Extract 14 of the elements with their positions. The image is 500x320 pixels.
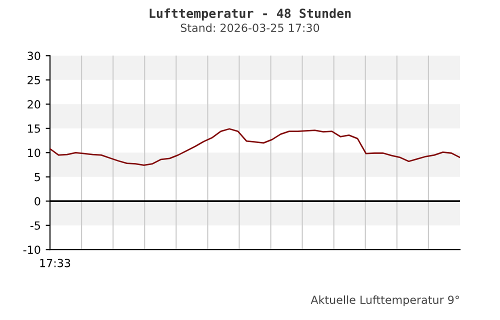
chart-subtitle: Stand: 2026-03-25 17:30: [180, 23, 320, 32]
text: Aktuelle Lufttemperatur 9°: [310, 295, 459, 306]
y-tick-label: 25: [28, 76, 40, 84]
chart-title: Lufttemperatur - 48 Stunden: [150, 8, 351, 20]
y-tick-label: 30: [28, 52, 40, 60]
y-tick-label: 15: [28, 124, 40, 133]
y-tick-label: -5: [30, 221, 40, 230]
y-tick-label: 5: [34, 173, 40, 182]
line-series: [50, 128, 460, 166]
y-tick-label: 0: [34, 197, 40, 206]
y-tick-label: 20: [28, 100, 40, 109]
text: 17:33: [40, 258, 70, 268]
y-tick-label: -10: [23, 246, 40, 254]
y-tick-label: 10: [28, 148, 40, 158]
